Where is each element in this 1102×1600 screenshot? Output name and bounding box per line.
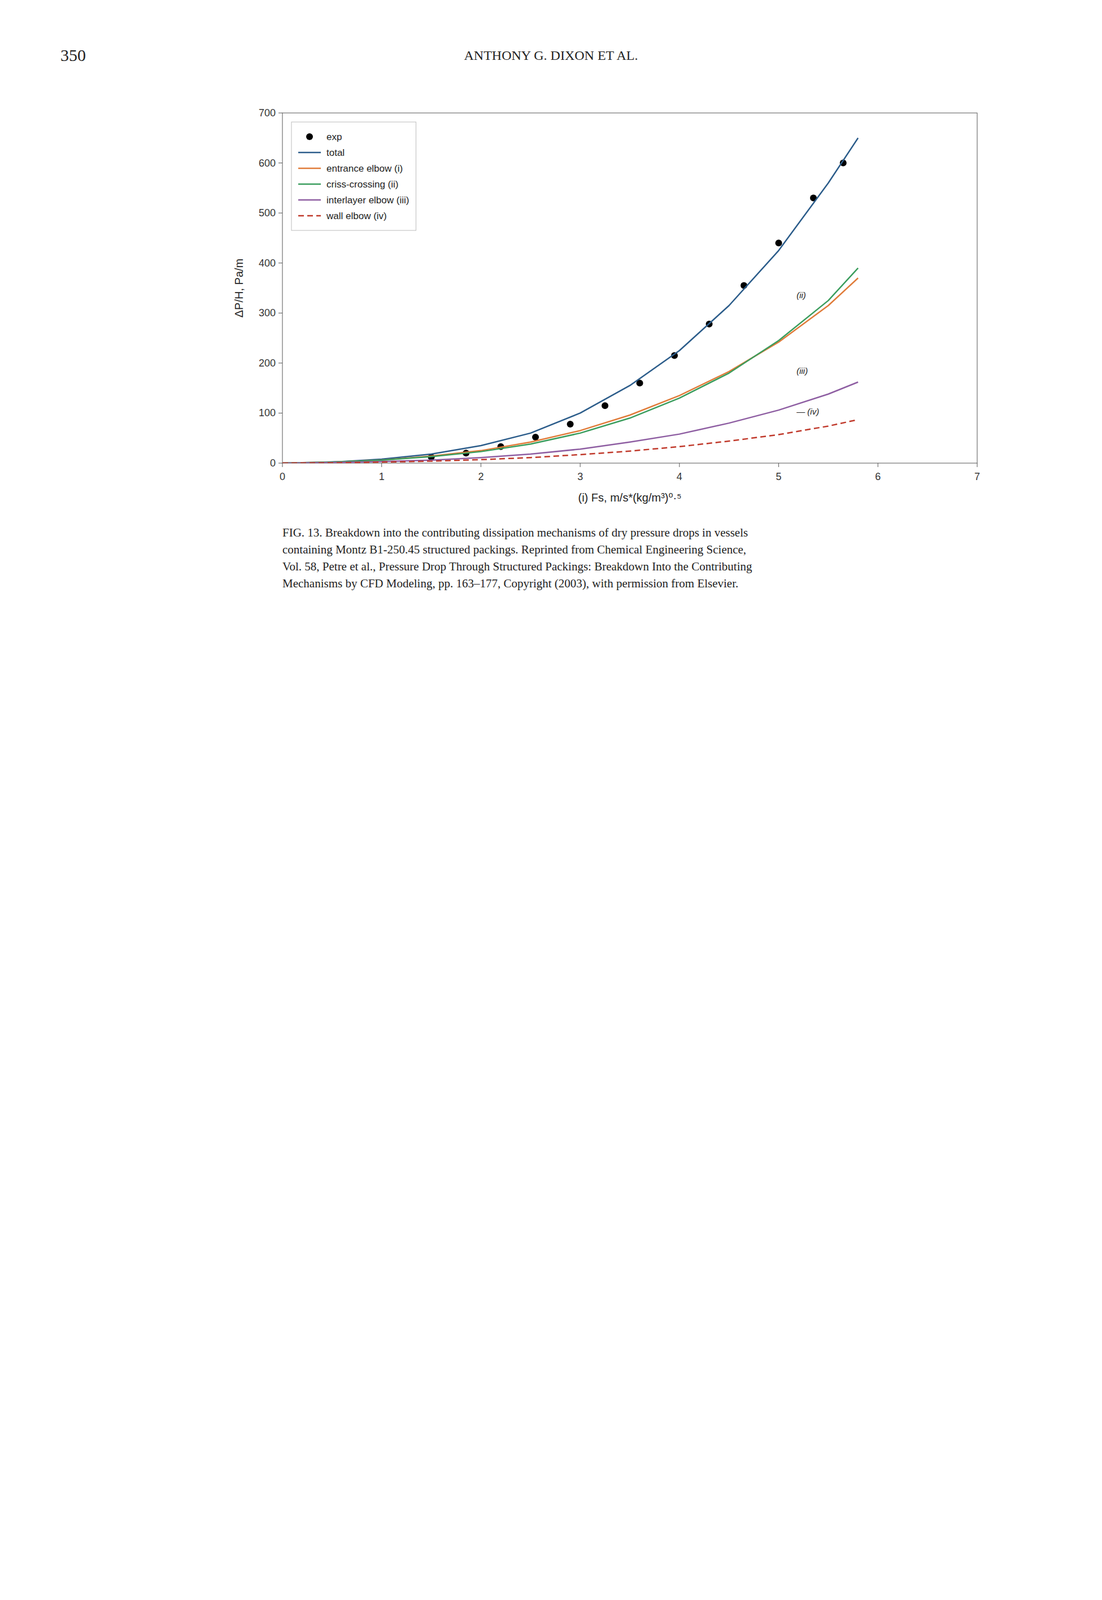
y-axis-label: ΔP/H, Pa/m [232,258,246,319]
y-tick-label: 100 [258,407,276,419]
x-tick [778,463,779,468]
y-tick-label: 0 [269,457,276,469]
annotation: (iii) [796,366,808,376]
x-tick-label: 5 [776,471,782,483]
caption-line: containing Montz B1-250.45 structured pa… [282,542,747,557]
header: ANTHONY G. DIXON ET AL. [464,48,639,63]
x-tick [282,463,283,468]
legend-label: wall elbow (iv) [325,210,387,222]
legend-label: criss-crossing (ii) [326,179,399,190]
legend-swatch [306,133,313,141]
y-tick [278,312,283,314]
x-tick-label: 6 [874,471,881,483]
legend-swatch [298,183,321,186]
y-tick [278,463,283,464]
caption-line: Vol. 58, Petre et al., Pressure Drop Thr… [282,559,753,574]
y-tick [278,362,283,364]
x-tick [580,463,581,468]
y-tick [278,112,283,114]
caption-line: Mechanisms by CFD Modeling, pp. 163–177,… [282,576,739,591]
legend: exp total entrance elbow (i) criss-crossing… [291,122,416,231]
x-tick [977,463,978,468]
x-tick-label: 1 [379,471,385,483]
y-tick-label: 400 [258,257,276,269]
y-tick [278,162,283,164]
line [282,382,858,464]
page: 350 ANTHONY G. DIXON ET AL. 0 1 2 3 4 5 6 7 0 100 20… [0,0,1102,1600]
x-axis-label: (i) Fs, m/s*(kg/m³)⁰·⁵ [578,491,682,504]
legend-swatch [298,199,321,202]
point [775,239,783,247]
legend-label: interlayer elbow (iii) [326,194,409,206]
line [282,268,858,464]
legend-swatch [298,151,321,154]
plot-area [282,137,858,464]
y-tick [278,212,283,214]
x-tick-label: 7 [974,471,980,483]
x-tick [678,463,680,468]
x-tick-label: 2 [477,471,484,483]
y-tick [278,262,283,264]
x-tick [381,463,382,468]
legend-swatch [298,167,321,170]
annotation: — (iv) [795,406,820,417]
x-tick-label: 3 [577,471,583,483]
point [567,420,574,428]
legend-frame [291,122,416,231]
x-tick-label: 4 [676,471,683,483]
point [532,433,539,441]
y-tick-label: 500 [258,207,276,219]
y-tick-label: 200 [258,357,276,369]
caption-line: FIG. 13. Breakdown into the contributing… [282,525,748,540]
plot-frame [282,112,978,464]
x-tick [480,463,482,468]
y-tick [278,412,283,414]
legend-label: exp [326,131,342,143]
line [282,137,858,464]
line [282,419,858,464]
y-tick-label: 300 [258,307,276,319]
point [601,402,609,409]
y-tick-label: 700 [258,107,276,119]
chart: 0 1 2 3 4 5 6 7 0 100 200 300 400 500 600 700 (i) Fs, m/… [232,107,980,504]
annotation: (ii) [796,290,807,300]
x-tick [877,463,879,468]
x-tick-label: 0 [279,471,286,483]
legend-label: total [326,147,345,159]
page-number: 350 [60,45,86,65]
legend-label: entrance elbow (i) [326,163,403,174]
y-tick-label: 600 [258,157,276,169]
legend-swatch [298,215,321,217]
